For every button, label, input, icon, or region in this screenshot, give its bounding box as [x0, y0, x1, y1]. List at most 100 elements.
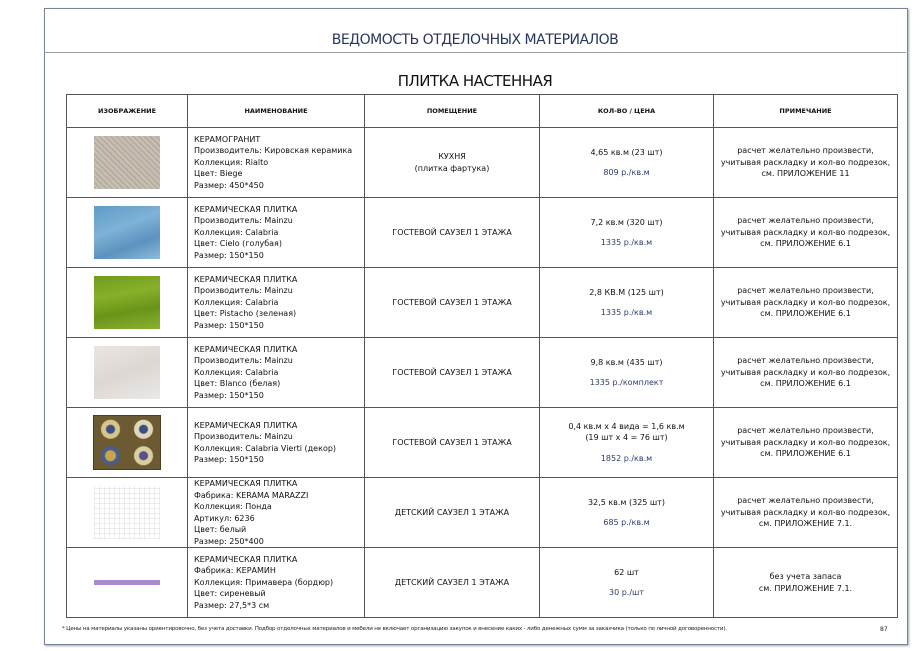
note-cell: без учета запаса см. ПРИЛОЖЕНИЕ 7.1. — [713, 547, 898, 618]
image-cell — [66, 547, 188, 618]
text-line: Производитель: Кировская керамика — [194, 146, 353, 156]
note-cell: расчет желательно произвести, учитывая ра… — [713, 407, 898, 478]
text-line: КЕРАМИЧЕСКАЯ ПЛИТКА — [194, 344, 298, 354]
price: 1852 р./кв.м — [600, 453, 653, 463]
text-line: КЕРАМИЧЕСКАЯ ПЛИТКА — [194, 274, 298, 284]
text-line: Коллекция: Calabria — [194, 367, 279, 377]
price: 1335 р./комплект — [589, 378, 664, 387]
qty-price-cell: 7,2 кв.м (320 шт) 1335 р./кв.м — [539, 197, 714, 268]
room-cell: ГОСТЕВОЙ САУЗЕЛ 1 ЭТАЖА — [364, 197, 540, 268]
room-cell: КУХНЯ (плитка фартука) — [364, 127, 540, 198]
table-row: КЕРАМИЧЕСКАЯ ПЛИТКА Производитель: Mainzu… — [66, 407, 898, 478]
text-line: ДЕТСКИЙ САУЗЕЛ 1 ЭТАЖА — [394, 507, 510, 517]
beige-pattern-tile-image — [94, 136, 160, 189]
note-cell: расчет желательно произвести, учитывая ра… — [713, 267, 898, 338]
table-row: КЕРАМИЧЕСКАЯ ПЛИТКА Фабрика: KERAMA MARAZ… — [66, 477, 898, 548]
text-line: см. ПРИЛОЖЕНИЕ 6.1 — [760, 379, 851, 389]
price: 30 р./шт — [608, 588, 645, 597]
image-cell — [66, 197, 188, 268]
text-line: ГОСТЕВОЙ САУЗЕЛ 1 ЭТАЖА — [392, 297, 512, 307]
text-line: Размер: 250*400 — [194, 536, 264, 546]
text-line: КЕРАМИЧЕСКАЯ ПЛИТКА — [194, 420, 298, 430]
name-cell: КЕРАМИЧЕСКАЯ ПЛИТКА Производитель: Mainzu… — [187, 407, 365, 478]
name-cell: КЕРАМИЧЕСКАЯ ПЛИТКА Производитель: Mainzu… — [187, 267, 365, 338]
section-title: ПЛИТКА НАСТЕННАЯ — [397, 72, 553, 90]
text-line: Цвет: Cielo (голубая) — [194, 239, 282, 249]
text-line: Цвет: сиреневый — [194, 589, 266, 599]
name-cell: КЕРАМИЧЕСКАЯ ПЛИТКА Производитель: Mainzu… — [187, 337, 365, 408]
text-line: Цвет: белый — [194, 525, 247, 534]
room-cell: ГОСТЕВОЙ САУЗЕЛ 1 ЭТАЖА — [364, 337, 540, 408]
note-cell: расчет желательно произвести, учитывая ра… — [713, 127, 898, 198]
text-line: учитывая раскладку и кол-во подрезок, — [720, 507, 891, 517]
text-line: см. ПРИЛОЖЕНИЕ 11 — [761, 169, 850, 179]
text-line: учитывая раскладку и кол-во подрезок, — [720, 227, 891, 237]
text-line: см. ПРИЛОЖЕНИЕ 6.1 — [760, 449, 851, 459]
text-line: Коллекция: Calabria — [194, 297, 279, 307]
text-line: 62 шт — [614, 567, 639, 577]
text-line: ДЕТСКИЙ САУЗЕЛ 1 ЭТАЖА — [394, 577, 510, 587]
text-line: Размер: 150*150 — [194, 390, 264, 400]
text-line: (плитка фартука) — [414, 163, 490, 173]
image-cell — [66, 477, 188, 548]
title-divider — [44, 52, 906, 53]
blue-tile-image — [94, 206, 160, 259]
text-line: Производитель: Mainzu — [194, 216, 293, 226]
text-line: Коллекция: Rialto — [194, 157, 269, 167]
qty-price-cell: 4,65 кв.м (23 шт) 809 р./кв.м — [539, 127, 714, 198]
image-cell — [66, 267, 188, 338]
text-line: Коллекция: Calabria — [194, 227, 279, 237]
qty-price-cell: 9,8 кв.м (435 шт) 1335 р./комплект — [539, 337, 714, 408]
page-number: 87 — [880, 626, 888, 633]
table-row: КЕРАМИЧЕСКАЯ ПЛИТКА Производитель: Mainzu… — [66, 197, 898, 268]
qty-price-cell: 32,5 кв.м (325 шт) 685 р./кв.м — [539, 477, 714, 548]
text-line: учитывая раскладку и кол-во подрезок, — [720, 157, 891, 167]
text-line: 7,2 кв.м (320 шт) — [590, 217, 663, 227]
text-line: КЕРАМОГРАНИТ — [194, 134, 261, 144]
text-line: Коллекция: Примавера (бордюр) — [194, 577, 334, 587]
header-name: НАИМЕНОВАНИЕ — [187, 94, 365, 128]
text-line: ГОСТЕВОЙ САУЗЕЛ 1 ЭТАЖА — [392, 227, 512, 237]
note-cell: расчет желательно произвести, учитывая ра… — [713, 477, 898, 548]
text-line: Фабрика: КЕРАМИН — [194, 566, 276, 576]
text-line: Цвет: Biege — [194, 169, 243, 179]
text-line: см. ПРИЛОЖЕНИЕ 7.1. — [758, 519, 853, 529]
text-line: Размер: 27,5*3 см — [194, 600, 270, 610]
text-line: расчет желательно произвести, — [737, 496, 874, 506]
qty-price-cell: 2,8 КВ.М (125 шт) 1335 р./кв.м — [539, 267, 714, 338]
text-line: Артикул: 6236 — [194, 513, 255, 523]
price: 809 р./кв.м — [603, 168, 650, 177]
text-line: расчет желательно произвести, — [737, 426, 874, 436]
text-line: Размер: 150*150 — [194, 250, 264, 260]
text-line: 9,8 кв.м (435 шт) — [590, 357, 663, 367]
text-line: ГОСТЕВОЙ САУЗЕЛ 1 ЭТАЖА — [392, 437, 512, 447]
table-row: КЕРАМИЧЕСКАЯ ПЛИТКА Производитель: Mainzu… — [66, 337, 898, 408]
header-room: ПОМЕЩЕНИЕ — [364, 94, 540, 128]
text-line: Цвет: Blanco (белая) — [194, 379, 281, 389]
text-line: учитывая раскладку и кол-во подрезок, — [720, 297, 891, 307]
lilac-border-image — [94, 579, 160, 585]
text-line: Размер: 450*450 — [194, 180, 264, 190]
text-line: Коллекция: Понда — [194, 502, 272, 511]
text-line: Фабрика: KERAMA MARAZZI — [194, 490, 309, 500]
page-frame — [44, 8, 908, 645]
text-line: ГОСТЕВОЙ САУЗЕЛ 1 ЭТАЖА — [392, 367, 512, 377]
text-line: Коллекция: Calabria Vierti (декор) — [194, 443, 337, 453]
text-line: без учета запаса — [769, 572, 842, 581]
text-line: КЕРАМИЧЕСКАЯ ПЛИТКА — [194, 204, 298, 214]
table-row: КЕРАМОГРАНИТ Производитель: Кировская кер… — [66, 127, 898, 198]
text-line: расчет желательно произвести, — [737, 356, 874, 366]
name-cell: КЕРАМИЧЕСКАЯ ПЛИТКА Фабрика: КЕРАМИН Колле… — [187, 547, 365, 618]
text-line: КУХНЯ — [438, 152, 466, 161]
image-cell — [66, 407, 188, 478]
text-line: расчет желательно произвести, — [737, 216, 874, 226]
note-cell: расчет желательно произвести, учитывая ра… — [713, 197, 898, 268]
text-line: см. ПРИЛОЖЕНИЕ 7.1. — [758, 583, 853, 593]
header-note: ПРИМЕЧАНИЕ — [713, 94, 898, 128]
text-line: КЕРАМИЧЕСКАЯ ПЛИТКА — [194, 554, 298, 564]
text-line: Размер: 150*150 — [194, 320, 264, 330]
text-line: Производитель: Mainzu — [194, 286, 293, 296]
table-row: КЕРАМИЧЕСКАЯ ПЛИТКА Производитель: Mainzu… — [66, 267, 898, 338]
text-line: 2,8 КВ.М (125 шт) — [589, 287, 664, 297]
text-line: учитывая раскладку и кол-во подрезок, — [720, 367, 891, 377]
